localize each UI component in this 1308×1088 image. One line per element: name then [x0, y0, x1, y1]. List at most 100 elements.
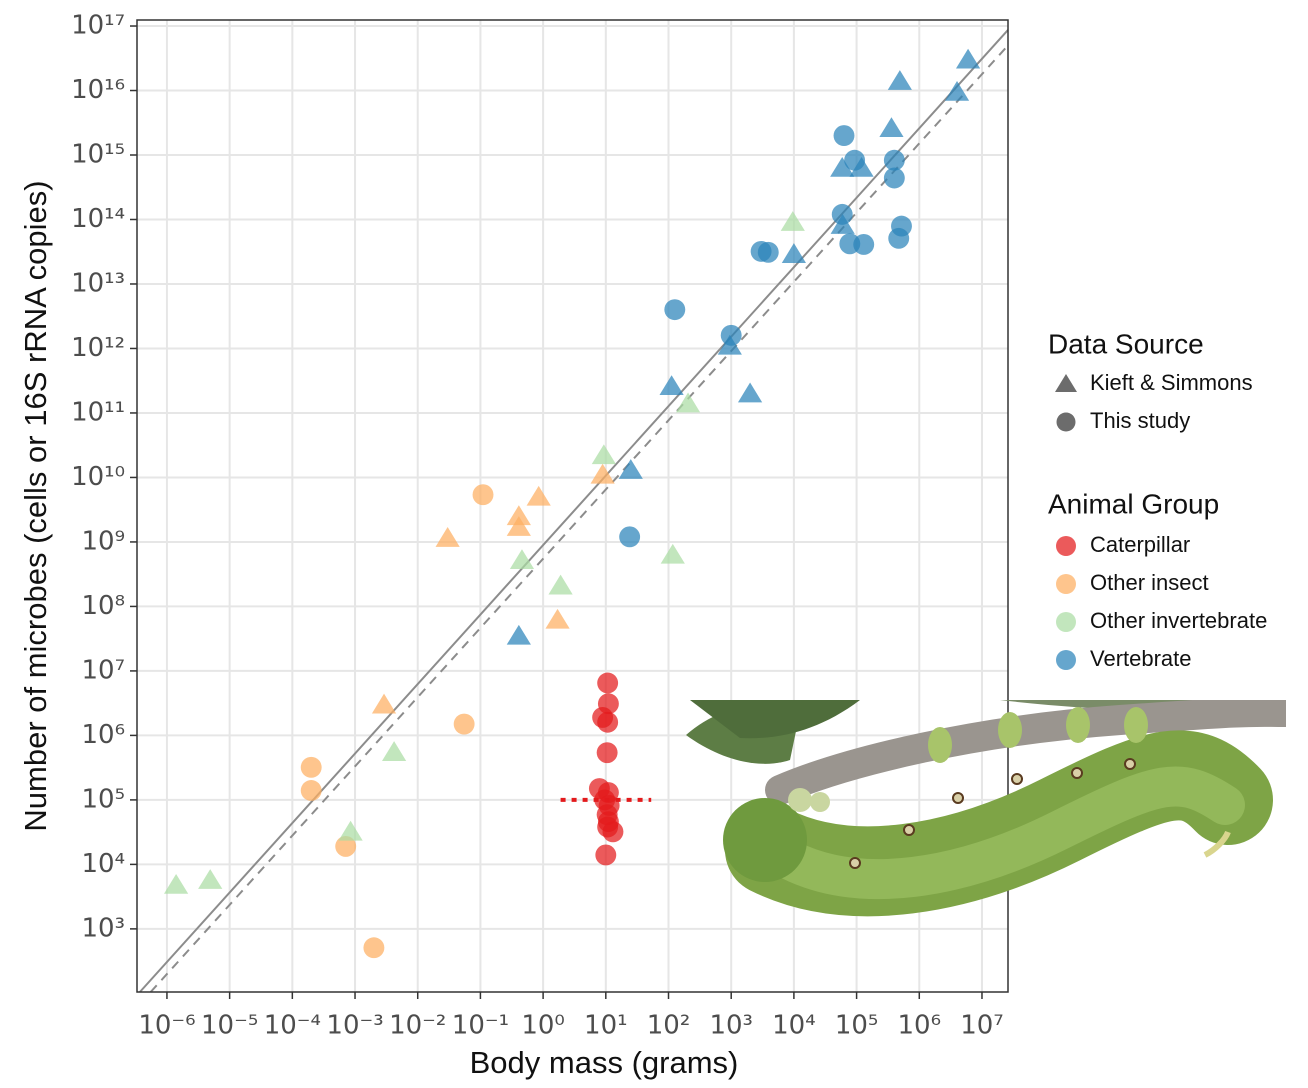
x-tick-label: 10⁴: [772, 1011, 816, 1041]
point: [888, 227, 910, 249]
point: [883, 149, 905, 171]
legend-label: Caterpillar: [1090, 532, 1190, 557]
point: [853, 234, 875, 255]
point: [596, 742, 618, 764]
point: [597, 672, 619, 694]
point: [879, 117, 904, 138]
point: [619, 526, 641, 548]
point: [509, 549, 535, 570]
legend-label: Other invertebrate: [1090, 608, 1267, 633]
point: [453, 713, 475, 735]
point: [590, 463, 615, 484]
point: [780, 211, 805, 231]
x-tick-label: 10²: [647, 1011, 691, 1041]
legend-label: Vertebrate: [1090, 646, 1192, 671]
points: [164, 48, 981, 959]
point: [506, 624, 531, 645]
y-tick-label: 10⁴: [81, 849, 125, 879]
y-tick-label: 10⁹: [81, 526, 125, 556]
x-axis-title: Body mass (grams): [470, 1045, 739, 1080]
legend-marker: [1056, 650, 1076, 670]
x-tick-label: 10⁻³: [326, 1011, 383, 1041]
y-tick-label: 10¹⁴: [71, 204, 125, 234]
point: [338, 820, 363, 841]
x-tick-label: 10⁻⁵: [201, 1011, 258, 1041]
point: [435, 527, 460, 547]
point: [833, 125, 855, 147]
x-tick-label: 10⁶: [898, 1011, 942, 1041]
y-axis-title: Number of microbes (cells or 16S rRNA co…: [18, 180, 53, 831]
point: [300, 756, 322, 778]
legend: Data Source Animal Group Kieft & Simmons…: [1048, 328, 1267, 670]
legend-title: Data Source: [1048, 328, 1204, 359]
y-tick-label: 10¹⁷: [71, 11, 125, 41]
point: [506, 505, 531, 526]
point: [335, 835, 357, 857]
point: [944, 80, 970, 101]
point: [955, 48, 981, 69]
fit-lines: [139, 29, 1009, 993]
y-tick-label: 10⁵: [81, 784, 125, 814]
legend-marker: [1056, 536, 1076, 556]
x-tick-label: 10⁵: [835, 1011, 879, 1041]
legend-label: Kieft & Simmons: [1090, 370, 1253, 395]
point: [591, 444, 616, 465]
fit-line: [139, 29, 1009, 993]
y-tick-label: 10⁷: [81, 655, 125, 685]
point: [472, 484, 494, 506]
legend-marker: [1056, 574, 1076, 594]
y-tick-label: 10¹⁰: [71, 462, 125, 492]
point: [831, 203, 853, 225]
fit-line: [149, 44, 1009, 993]
y-tick-label: 10¹⁶: [71, 75, 125, 105]
y-tick-label: 10⁸: [81, 591, 125, 621]
plot-frame: [136, 19, 1009, 993]
point: [830, 156, 855, 177]
x-tick-label: 10⁻⁴: [264, 1011, 321, 1041]
point: [164, 873, 189, 894]
x-tick-label: 10⁻²: [389, 1011, 446, 1041]
point: [618, 459, 643, 479]
y-tick-label: 10¹⁵: [71, 140, 125, 170]
point: [660, 543, 685, 564]
legend-label: Other insect: [1090, 570, 1209, 595]
point: [363, 937, 385, 959]
point: [597, 711, 619, 733]
point: [883, 167, 905, 189]
legend-label: This study: [1090, 408, 1190, 433]
legend-marker: [1056, 612, 1076, 632]
caterpillar-photo: [686, 700, 1286, 917]
point: [506, 516, 531, 536]
x-tick-label: 10³: [709, 1011, 753, 1041]
x-tick-label: 10⁻¹: [452, 1011, 509, 1041]
point: [737, 382, 763, 403]
legend-marker: [1055, 374, 1077, 392]
point: [595, 844, 617, 866]
y-tick-label: 10¹³: [71, 268, 125, 298]
x-tick-label: 10¹: [584, 1011, 628, 1041]
point: [602, 821, 624, 843]
y-tick-label: 10¹²: [71, 333, 125, 363]
point: [675, 392, 701, 413]
point: [382, 741, 407, 761]
point: [720, 324, 742, 346]
point: [545, 608, 570, 629]
legend-title: Animal Group: [1048, 488, 1219, 519]
point: [781, 243, 806, 263]
x-tick-label: 10⁷: [960, 1011, 1004, 1041]
y-tick-label: 10⁶: [81, 720, 125, 750]
point: [198, 869, 223, 889]
point: [664, 299, 686, 321]
y-tick-label: 10³: [81, 913, 125, 943]
x-tick-label: 10⁻⁶: [138, 1011, 195, 1041]
point: [548, 574, 573, 595]
y-tick-label: 10¹¹: [71, 397, 125, 427]
point: [300, 780, 322, 801]
point: [526, 485, 551, 506]
point: [659, 375, 684, 396]
legend-marker: [1056, 412, 1076, 432]
x-tick-label: 10⁰: [521, 1011, 565, 1041]
point: [371, 693, 397, 714]
point: [757, 241, 779, 263]
